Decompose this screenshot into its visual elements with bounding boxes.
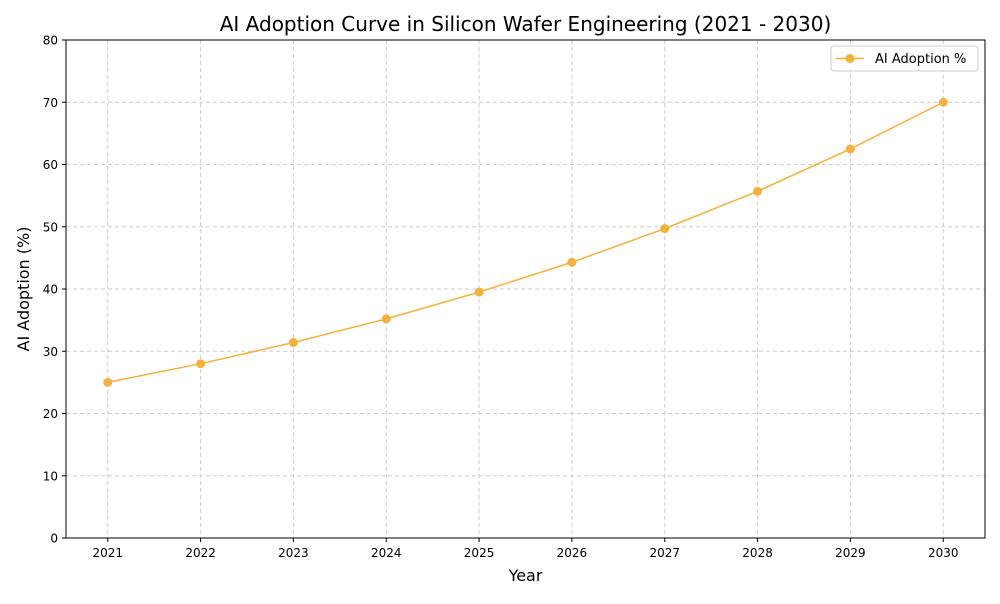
data-point	[567, 257, 577, 267]
x-tick-label: 2027	[649, 546, 680, 560]
plot-frame	[65, 39, 986, 539]
legend-label: AI Adoption %	[875, 52, 966, 67]
data-point	[288, 338, 298, 348]
x-tick-label: 2025	[464, 546, 495, 560]
series-line	[107, 101, 944, 384]
x-tick-label: 2021	[92, 546, 123, 560]
series-layer	[103, 97, 948, 387]
x-tick-label: 2022	[185, 546, 216, 560]
legend: AI Adoption %	[830, 45, 979, 72]
x-tick-label: 2023	[278, 546, 309, 560]
data-point	[753, 186, 763, 196]
x-tick-label: 2030	[928, 546, 959, 560]
data-point	[845, 144, 855, 154]
y-tick-label: 0	[50, 532, 58, 546]
legend-box	[830, 45, 979, 72]
y-tick-label: 60	[43, 158, 58, 172]
data-point	[938, 97, 948, 107]
y-tick-label: 70	[43, 96, 58, 110]
y-tick-label: 30	[43, 345, 58, 359]
x-tick-label: 2024	[371, 546, 402, 560]
y-tick-label: 50	[43, 220, 58, 234]
y-axis-label: AI Adoption (%)	[14, 227, 33, 352]
data-point	[474, 287, 484, 297]
chart-title: AI Adoption Curve in Silicon Wafer Engin…	[220, 12, 832, 36]
y-tick-label: 20	[43, 407, 58, 421]
y-tick-label: 40	[43, 283, 58, 297]
y-tick-label: 10	[43, 469, 58, 483]
grid	[66, 39, 985, 539]
y-tick-label: 80	[43, 34, 58, 48]
x-tick-label: 2029	[835, 546, 866, 560]
y-axis-ticks: 0 10 20 30 40 50 60 70 80	[43, 34, 66, 546]
data-point	[381, 314, 391, 324]
x-axis-ticks: 2021 2022 2023 2024 2025 2026 2027 2028 2029 2030	[92, 538, 959, 560]
data-point	[103, 377, 113, 387]
legend-marker-swatch	[845, 54, 855, 63]
x-tick-label: 2026	[557, 546, 588, 560]
x-tick-label: 2028	[742, 546, 773, 560]
data-point	[660, 224, 670, 234]
data-point	[196, 359, 206, 369]
x-axis-label: Year	[508, 566, 543, 585]
